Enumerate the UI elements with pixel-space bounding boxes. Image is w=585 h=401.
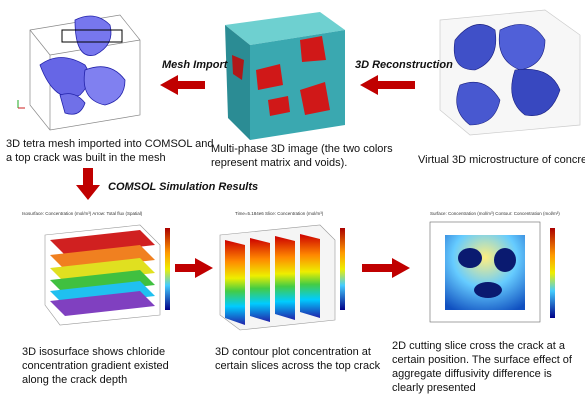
arrow-label: COMSOL Simulation Results — [108, 181, 258, 193]
mesh-image — [18, 15, 140, 130]
caption: 2D cutting slice cross the crack at a — [392, 340, 566, 352]
arrow — [76, 168, 100, 200]
caption: 3D contour plot concentration at — [215, 346, 371, 358]
caption: Virtual 3D microstructure of concrete — [418, 154, 585, 166]
slice-2d-image: Surface: Concentration (mol/m³) Contour:… — [430, 211, 560, 322]
caption: certain position. The surface effect of — [392, 354, 573, 366]
caption: represent matrix and voids). — [211, 157, 347, 169]
caption: 3D tetra mesh imported into COMSOL and — [6, 138, 213, 150]
caption: certain slices across the top crack — [215, 360, 381, 372]
isosurface-image: Isosurface: Concentration (mol/m³) Arrow… — [22, 211, 170, 325]
caption: clearly presented — [392, 382, 476, 394]
arrow-label: Mesh Import — [162, 59, 229, 71]
arrow — [360, 75, 415, 95]
caption: aggregate diffusivity difference is — [392, 368, 552, 380]
slices-image: Time=5.184e6 Slice: Concentration (mol/m… — [220, 211, 345, 330]
caption: Multi-phase 3D image (the two colors — [211, 143, 393, 155]
arrow — [362, 258, 410, 278]
caption: a top crack was built in the mesh — [6, 152, 166, 164]
arrow-label: 3D Reconstruction — [355, 59, 453, 71]
caption: 3D isosurface shows chloride — [22, 346, 165, 358]
virtual-image — [440, 10, 580, 135]
arrow — [175, 258, 213, 278]
diagram: Mesh Import 3D Reconstruction 3D tetra m… — [0, 0, 585, 401]
multiphase-image — [225, 12, 345, 140]
plot-header: Surface: Concentration (mol/m³) Contour:… — [430, 211, 560, 216]
caption: along the crack depth — [22, 374, 127, 386]
caption: concentration gradient existed — [22, 360, 169, 372]
plot-header: Isosurface: Concentration (mol/m³) Arrow… — [22, 211, 143, 216]
arrow — [160, 75, 205, 95]
plot-header: Time=5.184e6 Slice: Concentration (mol/m… — [235, 211, 324, 216]
